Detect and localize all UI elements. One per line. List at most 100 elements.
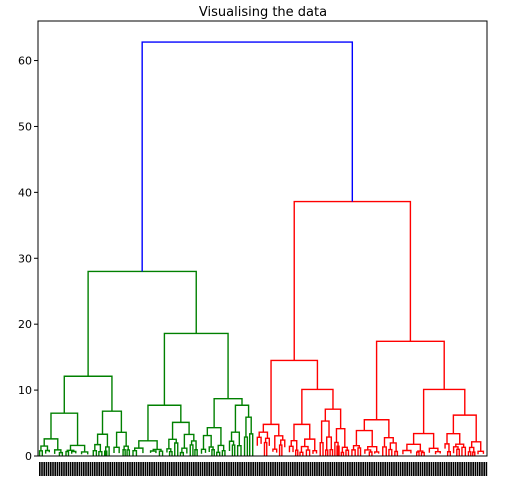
dendrogram-link xyxy=(428,447,439,453)
leaf-label-glyph xyxy=(162,462,164,476)
dendrogram-link xyxy=(236,444,242,456)
leaf-label-glyph xyxy=(173,462,175,476)
leaf-label-glyph xyxy=(373,462,375,476)
leaf-label-glyph xyxy=(149,462,151,476)
leaf-label-glyph xyxy=(184,462,186,476)
leaf-label-glyph xyxy=(327,462,329,476)
leaf-label-glyph xyxy=(426,462,428,476)
y-tick-label: 0 xyxy=(25,450,32,463)
leaf-label-glyph xyxy=(87,462,89,476)
leaf-label-glyph xyxy=(430,462,433,476)
dendrogram-link xyxy=(138,440,158,450)
dendrogram-link xyxy=(434,450,441,455)
dendrogram-link xyxy=(293,200,412,361)
dendrogram-link xyxy=(98,451,103,456)
dendrogram-link xyxy=(152,448,162,452)
leaf-label-glyph xyxy=(85,462,87,476)
dendrogram-link xyxy=(38,450,44,456)
dendrogram-link xyxy=(115,431,127,448)
leaf-label-glyph xyxy=(441,462,444,476)
leaf-label-glyph xyxy=(52,462,54,476)
dendrogram-link xyxy=(158,450,164,456)
leaf-label-glyph xyxy=(151,462,153,476)
dendrogram-link xyxy=(412,432,435,449)
leaf-label-glyph xyxy=(377,462,380,476)
dendrogram-link xyxy=(113,446,120,454)
leaf-label-glyph xyxy=(296,462,298,476)
leaf-label-glyph xyxy=(41,462,43,476)
leaf-label-glyph xyxy=(76,462,78,476)
leaf-label-glyph xyxy=(61,462,63,476)
dendrogram-link xyxy=(456,448,460,456)
leaf-label-glyph xyxy=(481,462,483,476)
leaf-label-glyph xyxy=(476,462,479,476)
dendrogram-link xyxy=(335,427,346,448)
leaf-label-glyph xyxy=(413,462,415,476)
leaf-label-glyph xyxy=(428,462,430,476)
leaf-label-glyph xyxy=(470,462,472,476)
dendrogram-link xyxy=(470,441,482,452)
leaf-label-glyph xyxy=(175,462,177,476)
leaf-label-glyph xyxy=(210,462,213,476)
dendrogram-link xyxy=(329,449,334,456)
leaf-label-glyph xyxy=(459,462,461,476)
leaf-label-glyph xyxy=(316,462,318,476)
leaf-label-glyph xyxy=(463,462,466,476)
dendrogram-link xyxy=(44,449,50,454)
leaf-label-glyph xyxy=(450,462,452,476)
dendrogram-link xyxy=(126,449,131,456)
leaf-label-glyph xyxy=(206,462,208,476)
leaf-label-glyph xyxy=(250,462,252,476)
dendrogram-link xyxy=(63,375,113,414)
dendrogram-link xyxy=(382,446,387,456)
dendrogram-link xyxy=(368,451,373,456)
leaf-label-glyph xyxy=(120,462,122,476)
leaf-label-glyph xyxy=(109,462,111,476)
leaf-label-glyph xyxy=(160,462,162,476)
leaf-label-glyph xyxy=(190,462,193,476)
leaf-label-glyph xyxy=(393,462,395,476)
dendrogram-link xyxy=(452,414,477,442)
leaf-label-glyph xyxy=(177,462,180,476)
leaf-label-glyph xyxy=(243,462,246,476)
leaf-label-glyph xyxy=(113,462,116,476)
leaf-label-glyph xyxy=(362,462,364,476)
leaf-label-glyph xyxy=(248,462,250,476)
leaf-label-glyph xyxy=(186,462,188,476)
leaf-label-glyph xyxy=(465,462,468,476)
dendrogram-link xyxy=(334,441,339,456)
leaf-label-glyph xyxy=(102,462,105,476)
leaf-label-glyph xyxy=(188,462,191,476)
leaf-label-glyph xyxy=(347,462,349,476)
leaf-label-glyph xyxy=(212,462,215,476)
dendrogram-link xyxy=(221,449,226,456)
dendrogram-link xyxy=(262,423,280,436)
dendrogram-link xyxy=(417,450,424,453)
y-tick-label: 30 xyxy=(18,252,32,265)
dendrogram-link xyxy=(300,445,309,453)
dendrogram-link xyxy=(351,449,356,456)
dendrogram-link xyxy=(80,451,89,455)
leaf-label-glyph xyxy=(300,462,303,476)
dendrogram-link xyxy=(305,449,311,456)
leaf-label-glyph xyxy=(276,462,279,476)
dendrogram-link xyxy=(70,450,77,454)
leaf-label-glyph xyxy=(131,462,133,476)
leaf-label-glyph xyxy=(239,462,241,476)
dendrogram-link xyxy=(92,450,98,456)
leaf-label-glyph xyxy=(166,462,169,476)
leaf-label-glyph xyxy=(256,462,259,476)
leaf-label-glyph xyxy=(349,462,351,476)
leaf-label-glyph xyxy=(311,462,314,476)
leaf-label-glyph xyxy=(124,462,127,476)
leaf-label-glyph xyxy=(472,462,474,476)
dendrogram-link xyxy=(243,436,249,456)
leaf-label-glyph xyxy=(226,462,228,476)
leaf-label-glyph xyxy=(223,462,226,476)
leaf-label-glyph xyxy=(329,462,331,476)
leaf-label-glyph xyxy=(215,462,217,476)
leaf-label-glyph xyxy=(50,462,52,476)
leaf-label-glyph xyxy=(133,462,136,476)
leaf-label-glyph xyxy=(138,462,140,476)
leaf-label-glyph xyxy=(406,462,408,476)
